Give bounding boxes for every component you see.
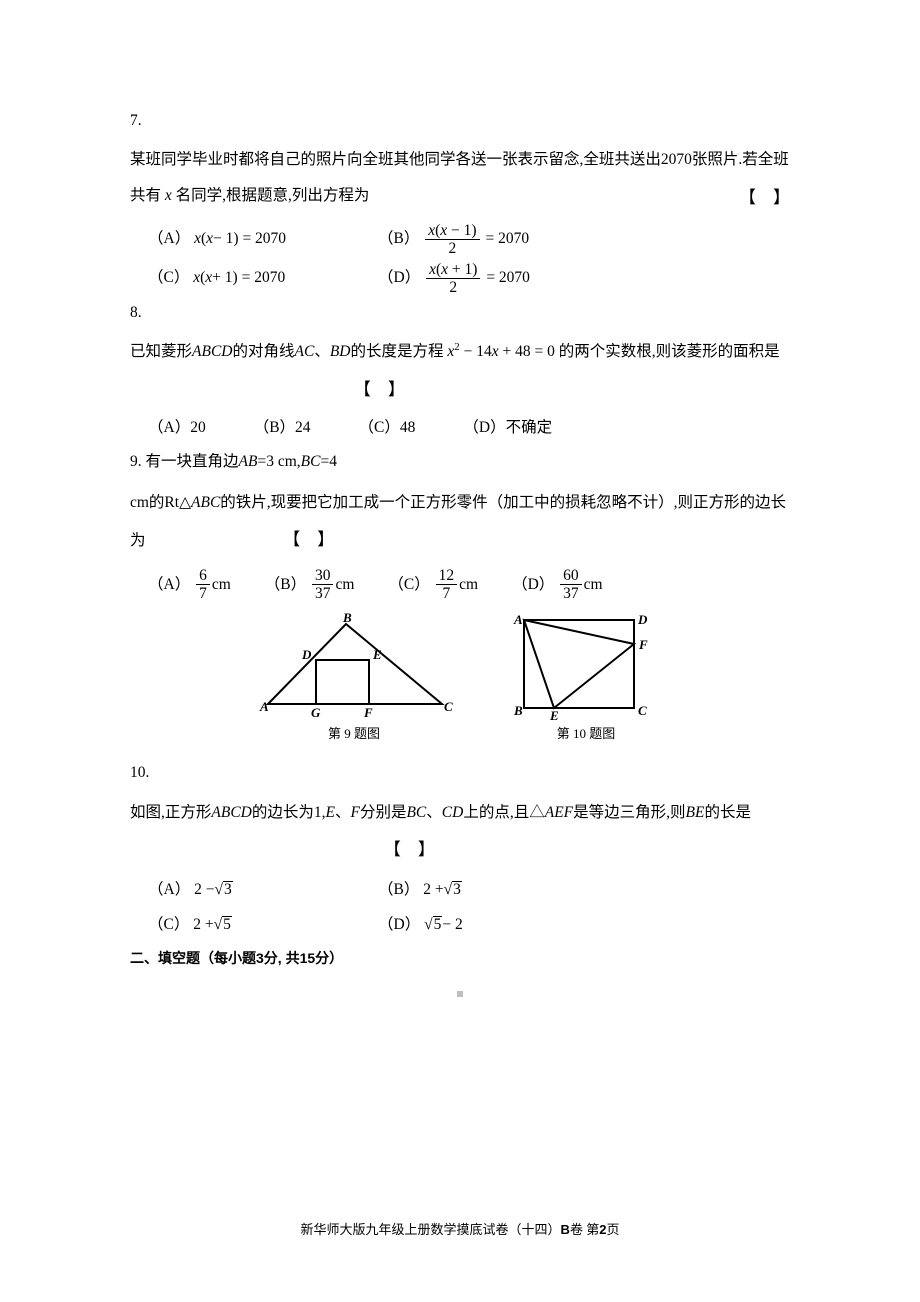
q9-line1: 9. 有一块直角边AB=3 cm,BC=4 bbox=[130, 446, 790, 477]
section-2-title: 二、填空题（每小题3分, 共15分） bbox=[130, 948, 790, 968]
q8-text: 已知菱形ABCD的对角线AC、BD的长度是方程 x2 − 14x + 48 = … bbox=[130, 334, 790, 409]
q8-choice-B: （B）24 bbox=[254, 417, 311, 439]
svg-text:A: A bbox=[513, 612, 523, 627]
q10-number: 10. bbox=[130, 762, 790, 784]
q10-choice-A: （A） 2 − √3 bbox=[148, 879, 378, 901]
q10-text: 如图,正方形ABCD的边长为1,E、F分别是BC、CD上的点,且△AEF是等边三… bbox=[130, 795, 790, 870]
q7-choice-A: （A） x(x − 1) = 2070 bbox=[148, 228, 378, 250]
figure-q9: A B C D E F G 第 9 题图 bbox=[254, 612, 454, 744]
svg-text:B: B bbox=[342, 612, 352, 625]
q7-choices-row1: （A） x(x − 1) = 2070 （B） x(x − 1) 2 = 207… bbox=[148, 222, 790, 257]
svg-text:F: F bbox=[638, 637, 648, 652]
answer-bracket: 【 】 bbox=[283, 530, 334, 549]
q10-choices-row2: （C） 2 + √5 （D） √5 − 2 bbox=[148, 914, 790, 936]
q8-choice-C: （C）48 bbox=[359, 417, 416, 439]
svg-text:C: C bbox=[444, 699, 453, 714]
q10-choice-D: （D） √5 − 2 bbox=[378, 914, 463, 936]
q7-choice-B: （B） x(x − 1) 2 = 2070 bbox=[378, 222, 529, 257]
q9-choices: （A） 67 cm （B） 3037 cm （C） 127 cm （D） 603… bbox=[148, 567, 790, 602]
q8-choices: （A）20 （B）24 （C）48 （D）不确定 bbox=[148, 417, 790, 439]
q7-text: 某班同学毕业时都将自己的照片向全班其他同学各送一张表示留念,全班共送出2070张… bbox=[130, 142, 790, 213]
answer-bracket: 【 】 bbox=[384, 840, 435, 859]
q9-choice-A: （A） 67 cm bbox=[148, 567, 231, 602]
svg-text:A: A bbox=[259, 699, 269, 714]
svg-text:G: G bbox=[311, 705, 321, 720]
svg-text:D: D bbox=[301, 647, 312, 662]
svg-text:F: F bbox=[363, 705, 373, 720]
q9-text: cm的Rt△ABC的铁片,现要把它加工成一个正方形零件（加工中的损耗忽略不计）,… bbox=[130, 485, 790, 560]
svg-text:D: D bbox=[637, 612, 648, 627]
q9-choice-B: （B） 3037 cm bbox=[265, 567, 355, 602]
svg-text:B: B bbox=[513, 703, 523, 718]
q8-choice-D: （D）不确定 bbox=[463, 417, 552, 439]
q8-number: 8. bbox=[130, 302, 790, 324]
decorative-dot bbox=[130, 983, 790, 1005]
answer-bracket: 【 】 bbox=[354, 380, 405, 399]
svg-text:C: C bbox=[638, 703, 647, 718]
q7-choice-D: （D） x(x + 1) 2 = 2070 bbox=[378, 261, 530, 296]
q9-choice-C: （C） 127 cm bbox=[388, 567, 478, 602]
q10-choices-row1: （A） 2 − √3 （B） 2 + √3 bbox=[148, 879, 790, 901]
page-footer: 新华师大版九年级上册数学摸底试卷（十四）B卷 第2页 bbox=[0, 1221, 920, 1240]
answer-bracket: 【 】 bbox=[739, 178, 790, 217]
q7-choice-C: （C） x(x + 1) = 2070 bbox=[148, 267, 378, 289]
q10-choice-C: （C） 2 + √5 bbox=[148, 914, 378, 936]
q8-choice-A: （A）20 bbox=[148, 417, 206, 439]
figure-q10-svg: A D B C E F bbox=[506, 612, 666, 722]
figure-q10: A D B C E F 第 10 题图 bbox=[506, 612, 666, 744]
q7-number: 7. bbox=[130, 110, 790, 132]
svg-text:E: E bbox=[549, 708, 559, 722]
svg-text:E: E bbox=[372, 647, 382, 662]
q9-choice-D: （D） 6037 cm bbox=[512, 567, 603, 602]
q10-choice-B: （B） 2 + √3 bbox=[378, 879, 462, 901]
q7-choices-row2: （C） x(x + 1) = 2070 （D） x(x + 1) 2 = 207… bbox=[148, 261, 790, 296]
document-page: 7. 某班同学毕业时都将自己的照片向全班其他同学各送一张表示留念,全班共送出20… bbox=[0, 0, 920, 1302]
figure-q10-caption: 第 10 题图 bbox=[557, 725, 616, 744]
figure-q9-svg: A B C D E F G bbox=[254, 612, 454, 722]
figure-q9-caption: 第 9 题图 bbox=[328, 725, 380, 744]
figure-row: A B C D E F G 第 9 题图 A D B C E F bbox=[130, 612, 790, 744]
